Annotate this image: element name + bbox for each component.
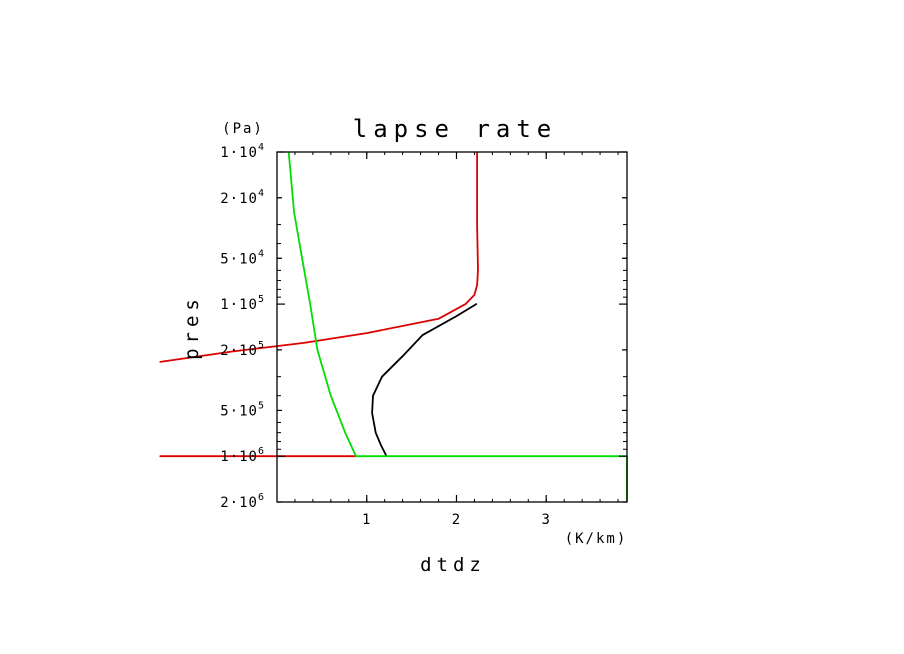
y-tick-label: 2·106 xyxy=(220,492,265,511)
y-tick-label: 2·105 xyxy=(220,340,265,359)
y-axis-unit: (Pa) xyxy=(222,121,264,137)
x-tick-label: 3 xyxy=(542,512,551,528)
chart-title: lapse rate xyxy=(353,115,558,143)
plot-frame xyxy=(276,151,628,503)
x-axis-label: dtdz xyxy=(420,554,486,576)
x-tick-label: 1 xyxy=(362,512,371,528)
series-layer xyxy=(159,152,628,502)
y-axis-label: pres xyxy=(181,294,203,360)
series-line-4 xyxy=(287,152,628,502)
series-line-1 xyxy=(371,303,478,458)
x-axis-unit: (K/km) xyxy=(565,531,628,547)
y-tick-label: 5·104 xyxy=(220,248,265,267)
tick-layer: 1 2 3 1·104 2·104 5·104 1·105 2·105 5·105 1·106 2·… xyxy=(220,142,627,528)
series-line-2 xyxy=(159,152,479,363)
y-tick-label: 1·104 xyxy=(220,142,265,161)
y-tick-label: 1·106 xyxy=(220,446,265,465)
y-tick-label: 5·105 xyxy=(220,400,265,419)
y-tick-label: 2·104 xyxy=(220,188,265,207)
y-tick-label: 1·105 xyxy=(220,294,265,313)
x-tick-label: 2 xyxy=(452,512,461,528)
